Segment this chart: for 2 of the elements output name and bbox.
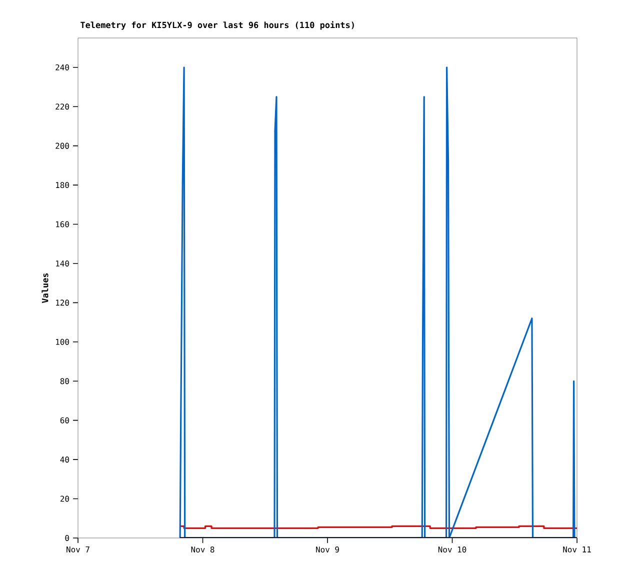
y-axis-title: Values [42,273,48,304]
chart-title: Telemetry for KI5YLX-9 over last 96 hours (110 points) [80,21,354,30]
